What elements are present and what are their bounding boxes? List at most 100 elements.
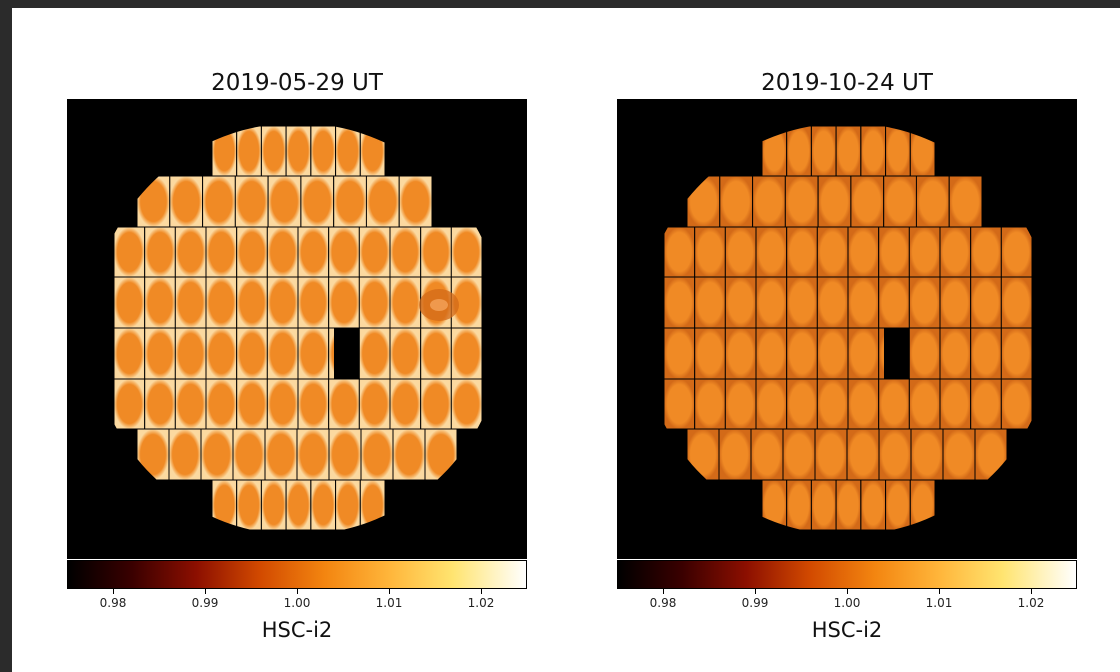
ccd-chip: [450, 226, 483, 278]
colorbar-label: HSC-i2: [261, 618, 333, 642]
ccd-chip: [266, 327, 299, 380]
ccd-chip: [784, 175, 819, 228]
ccd-chip: [420, 327, 452, 380]
ccd-chip: [939, 276, 972, 329]
ccd-chip: [724, 276, 757, 329]
ccd-chip: [719, 175, 754, 228]
focal-plane-image: [617, 99, 1077, 559]
ccd-chip: [948, 175, 983, 228]
ccd-chip: [113, 226, 146, 278]
ccd-chip: [168, 428, 202, 481]
ccd-chip: [236, 125, 262, 177]
panel-title: 2019-10-24 UT: [761, 70, 933, 96]
ccd-chip: [724, 378, 757, 430]
figure-canvas: 2019-05-29 UT 0.98 0.99 1.00 1.01 1.02 H…: [12, 8, 1120, 672]
ccd-chip: [908, 378, 941, 430]
colorbar: [67, 560, 527, 589]
ccd-chip: [174, 276, 207, 329]
ccd-chip: [358, 276, 391, 329]
ccd-chip: [389, 378, 422, 430]
ccd-chip: [328, 428, 362, 481]
ccd-chip: [755, 327, 788, 380]
field-edge-mask: [67, 99, 527, 559]
ccd-chip: [174, 226, 207, 278]
ccd-chip: [328, 378, 360, 430]
ccd-chip: [296, 428, 330, 481]
ccd-chip: [663, 276, 696, 329]
focal-plane-image: [67, 99, 527, 559]
ccd-chip: [358, 327, 391, 380]
ccd-chip: [328, 226, 360, 278]
ccd-chip: [360, 428, 394, 481]
colorbar: [617, 560, 1077, 589]
dust-blob-core: [430, 299, 448, 311]
tick-mark: [755, 589, 756, 594]
tick-label: 0.98: [99, 596, 127, 610]
ccd-chip: [389, 276, 422, 329]
field-edge-mask: [617, 99, 1077, 559]
ccd-chip: [389, 226, 422, 278]
tick-mark: [847, 589, 848, 594]
tick-label: 0.98: [649, 596, 677, 610]
ccd-chip: [236, 276, 268, 329]
ccd-chip: [205, 327, 238, 380]
ccd-chip: [260, 479, 287, 531]
tick-label: 0.99: [741, 596, 769, 610]
ccd-chip: [236, 226, 268, 278]
ccd-chip: [1000, 327, 1033, 380]
ccd-chip: [267, 175, 302, 228]
ccd-chip: [970, 226, 1002, 278]
ccd-chip: [266, 378, 299, 430]
ccd-chip: [663, 378, 696, 430]
ccd-mosaic: [113, 125, 483, 531]
ccd-chip: [910, 428, 944, 481]
ccd-chip: [398, 175, 433, 228]
ccd-chip: [144, 378, 176, 430]
ccd-chip: [297, 276, 330, 329]
ccd-chip: [908, 226, 941, 278]
ccd-chip: [860, 125, 887, 177]
ccd-chip: [755, 276, 788, 329]
ccd-chip: [850, 175, 885, 228]
panel-right: 2019-10-24 UT 0.98 0.99 1.00 1.01 1.02 H…: [562, 8, 1077, 672]
tick-mark: [663, 589, 664, 594]
ccd-chip: [724, 226, 757, 278]
ccd-chip: [236, 327, 268, 380]
ccd-chip: [1000, 226, 1033, 278]
ccd-chip: [450, 378, 483, 430]
ccd-chip: [970, 378, 1002, 430]
ccd-chip: [816, 327, 849, 380]
ccd-chip: [333, 175, 368, 228]
ccd-chip: [450, 327, 483, 380]
ccd-chip: [285, 125, 312, 177]
ccd-chip: [847, 327, 880, 380]
ccd-chip: [169, 175, 204, 228]
ccd-chip: [810, 479, 837, 531]
ccd-chip: [174, 378, 207, 430]
ccd-chip: [694, 327, 726, 380]
ccd-chip: [300, 175, 335, 228]
ccd-chip: [878, 276, 910, 329]
ccd-chip: [939, 378, 972, 430]
ccd-chip: [817, 175, 852, 228]
ccd-chip: [297, 327, 330, 380]
tick-mark: [939, 589, 940, 594]
focal-plane-svg: [67, 99, 527, 559]
ccd-chip: [883, 175, 918, 228]
ccd-chip: [266, 226, 299, 278]
tick-label: 1.00: [833, 596, 861, 610]
ccd-chip: [835, 479, 862, 531]
ccd-chip: [365, 175, 400, 228]
ccd-chip: [847, 378, 880, 430]
ccd-chip: [755, 378, 788, 430]
missing-ccd-hole: [884, 328, 909, 379]
tick-label: 1.00: [283, 596, 311, 610]
ccd-chip: [885, 479, 911, 531]
ccd-chip: [335, 125, 361, 177]
colorbar-ticks: 0.98 0.99 1.00 1.01 1.02: [67, 589, 527, 610]
tick-mark: [1031, 589, 1032, 594]
ccd-chip: [174, 327, 207, 380]
ccd-chip: [232, 428, 266, 481]
ccd-chip: [908, 276, 941, 329]
panel-left: 2019-05-29 UT 0.98 0.99 1.00 1.01 1.02 H…: [12, 8, 527, 672]
